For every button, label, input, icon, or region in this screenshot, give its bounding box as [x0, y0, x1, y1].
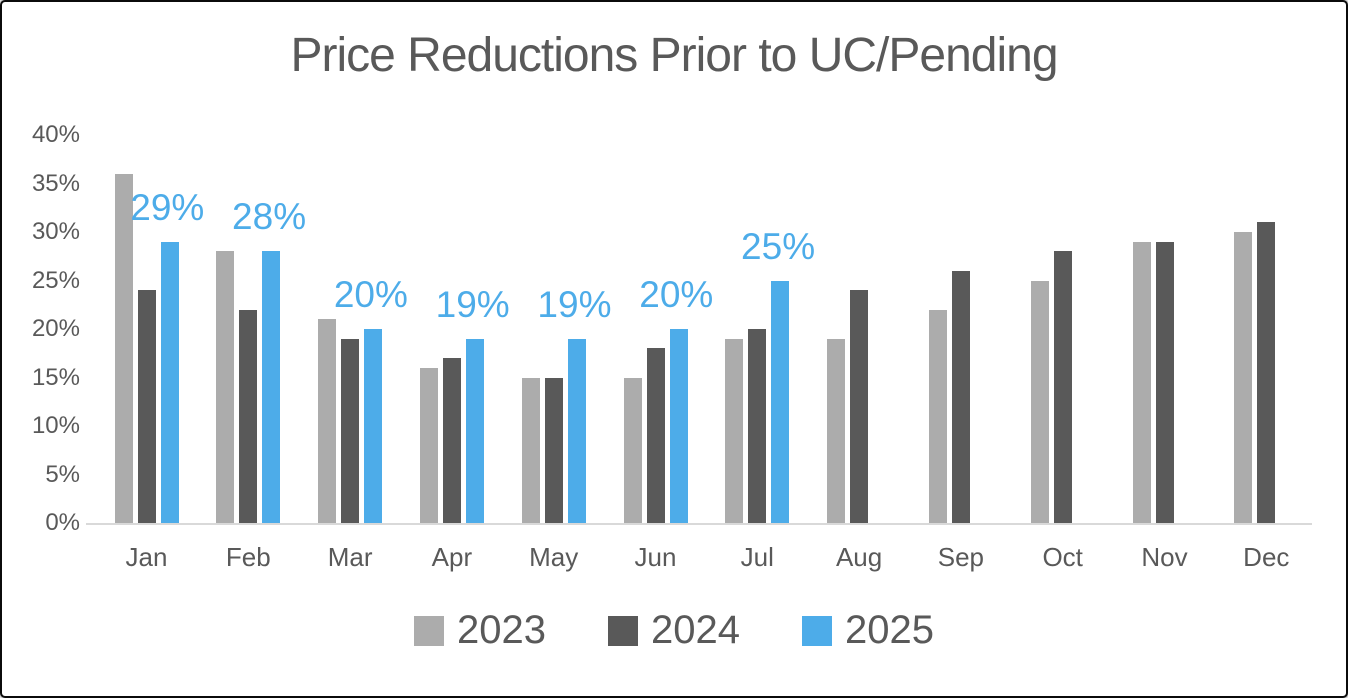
plot-area: 29% 28% 20% 19% 19% 20% 25% [86, 135, 1312, 525]
bar-2024-jul [748, 329, 767, 523]
legend-item-2024: 2024 [608, 608, 740, 653]
bar-2024-aug [850, 290, 869, 523]
bar-2025-apr [465, 338, 484, 523]
data-label-2025-feb: 28% [232, 196, 307, 238]
x-tick-label-jan: Jan [125, 542, 168, 572]
chart-title: Price Reductions Prior to UC/Pending [290, 29, 1058, 82]
y-tick-label: 20% [31, 315, 80, 342]
bar-2023-apr [419, 367, 438, 523]
bar-2023-jul [725, 338, 744, 523]
bar-group-jun: 20% [623, 135, 713, 523]
x-tick-label-dec: Dec [1243, 542, 1290, 572]
legend-swatch-2025 [801, 615, 832, 646]
x-tick-label-may: May [529, 542, 579, 572]
bar-2025-jan [160, 241, 179, 523]
bar-2025-may [567, 338, 586, 523]
bar-2023-feb [216, 251, 235, 523]
bar-2024-apr [442, 358, 461, 523]
legend: 2023 2024 2025 [2, 608, 1346, 653]
bar-group-oct [1030, 135, 1095, 523]
bar-2024-jan [137, 290, 156, 523]
bar-2023-mar [318, 319, 337, 523]
x-axis-labels: Jan Feb Mar Apr May Jun Jul Aug Sep Oct Nov Dec [92, 542, 1310, 578]
bar-2023-dec [1234, 232, 1253, 523]
bar-group-aug [827, 135, 891, 523]
data-label-2025-jul: 25% [741, 225, 816, 267]
bar-2024-sep [951, 270, 970, 523]
y-tick-label: 25% [31, 266, 80, 294]
bar-2023-jun [623, 377, 642, 523]
bar-group-apr: 19% [419, 135, 510, 523]
legend-swatch-2023 [414, 615, 445, 646]
bar-2023-may [521, 377, 540, 523]
x-tick-label-sep: Sep [937, 542, 985, 572]
y-tick-label: 10% [31, 412, 80, 439]
legend-item-2025: 2025 [801, 608, 934, 653]
bar-2025-feb [262, 251, 281, 523]
legend-label-2023: 2023 [457, 608, 546, 652]
bar-group-sep [928, 135, 993, 523]
x-tick-label-oct: Oct [1042, 542, 1083, 572]
data-label-2025-may: 19% [537, 283, 612, 325]
bar-group-jan: 29% [114, 135, 204, 523]
bar-2023-nov [1132, 241, 1151, 523]
bar-2025-jul [771, 280, 790, 523]
bar-2024-oct [1053, 251, 1072, 523]
bar-group-nov [1132, 135, 1197, 523]
bar-2024-mar [341, 338, 360, 523]
x-tick-label-nov: Nov [1141, 542, 1188, 572]
legend-label-2025: 2025 [844, 608, 934, 652]
bar-group-feb: 28% [216, 135, 306, 523]
x-axis-line [86, 523, 1312, 525]
bar-group-dec [1234, 135, 1298, 523]
y-tick-label: 5% [45, 460, 80, 488]
x-tick-label-jun: Jun [634, 542, 677, 572]
x-tick-label-mar: Mar [327, 542, 373, 572]
bar-2024-dec [1257, 222, 1276, 523]
legend-label-2024: 2024 [651, 608, 740, 652]
bar-2023-aug [827, 338, 846, 523]
y-tick-label: 40% [31, 121, 80, 148]
bar-group-mar: 20% [318, 135, 408, 523]
bar-2025-mar [364, 329, 383, 523]
data-label-2025-apr: 19% [435, 283, 510, 325]
data-label-2025-mar: 20% [333, 274, 408, 315]
legend-item-2023: 2023 [414, 608, 546, 653]
bar-2023-oct [1030, 280, 1049, 523]
x-tick-label-feb: Feb [225, 542, 271, 572]
legend-swatch-2024 [608, 615, 638, 646]
data-label-2025-jan: 29% [130, 186, 205, 228]
bar-2024-may [544, 377, 563, 523]
data-label-2025-jun: 20% [639, 274, 714, 315]
bar-2023-jan [114, 173, 133, 523]
x-tick-label-jul: Jul [740, 542, 774, 572]
y-tick-label: 0% [45, 509, 80, 536]
bar-2023-sep [928, 309, 947, 523]
bar-group-jul: 25% [725, 135, 815, 523]
bar-2024-feb [239, 309, 258, 523]
y-tick-label: 30% [31, 218, 80, 245]
bar-2024-nov [1155, 241, 1174, 523]
x-tick-label-apr: Apr [431, 542, 473, 572]
y-tick-label: 35% [31, 169, 80, 197]
y-axis: 0% 5% 10% 15% 20% 25% 30% 35% 40% [20, 121, 80, 536]
x-tick-label-aug: Aug [835, 542, 883, 572]
bar-group-may: 19% [521, 135, 611, 523]
bar-2024-jun [646, 348, 665, 523]
bar-2025-jun [669, 329, 688, 523]
y-tick-label: 15% [31, 363, 80, 391]
